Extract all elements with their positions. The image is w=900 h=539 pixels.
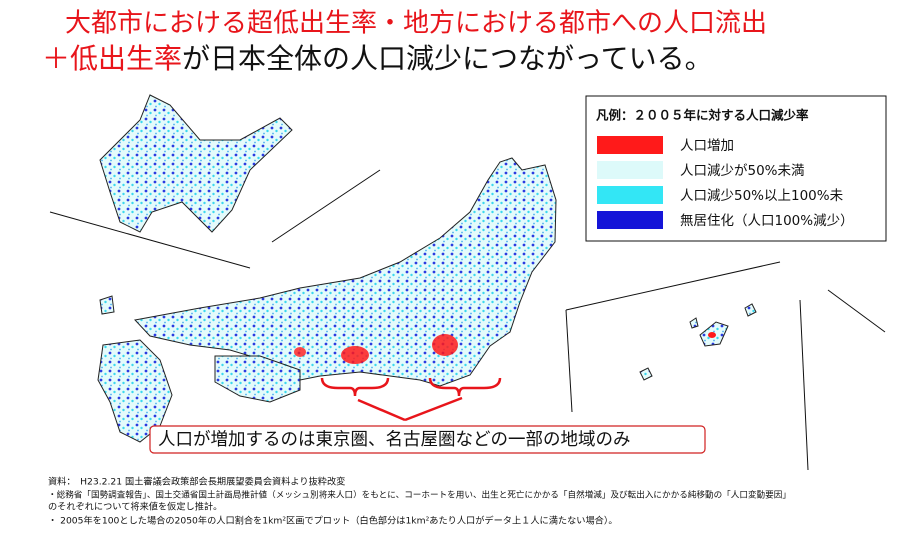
- legend-label: 人口減少が50%未満: [680, 162, 805, 179]
- callout-text: 人口が増加するのは東京圏、名古屋圏などの一部の地域のみ: [158, 430, 631, 450]
- legend-swatch: [597, 161, 663, 179]
- legend-swatch: [597, 186, 663, 204]
- source-note: ・総務省「国勢調査報告」、国土交通省国土計画局推計値（メッシュ別将来人口）をもと…: [48, 489, 791, 501]
- map-main: [97, 157, 557, 443]
- title-line1: 大都市における超低出生率・地方における都市への人口流出: [65, 9, 767, 39]
- map-okinawa: [565, 261, 886, 471]
- callout-box: [149, 425, 706, 454]
- title-line2: ＋低出生率が日本全体の人口減少につながっている。: [42, 42, 713, 75]
- source-note: のそれぞれについて将来値を仮定し推計。: [48, 501, 222, 513]
- source-note: 資料： H23.2.21 国土審議会政策部会長期展望委員会資料より抜粋改変: [48, 476, 345, 488]
- legend-label: 無居住化（人口100%減少）: [680, 212, 854, 229]
- title-highlight: ＋低出生率: [42, 42, 182, 75]
- legend-label: 人口増加: [680, 138, 734, 154]
- source-note: ・ 2005年を100とした場合の2050年の人口割合を1km²区画でプロット（…: [48, 515, 618, 527]
- legend-items: 人口増加人口減少が50%未満人口減少50%以上100%未無居住化（人口100%減…: [597, 136, 854, 229]
- map-hokkaido: [49, 94, 381, 269]
- sources: 資料： H23.2.21 国土審議会政策部会長期展望委員会資料より抜粋改変・総務…: [48, 476, 791, 527]
- legend: 凡例：２００５年に対する人口減少率 人口増加人口減少が50%未満人口減少50%以…: [585, 95, 887, 242]
- legend-title: 凡例：２００５年に対する人口減少率: [596, 108, 809, 123]
- legend-label: 人口減少50%以上100%未: [680, 187, 844, 204]
- title-rest: が日本全体の人口減少につながっている。: [182, 42, 713, 75]
- legend-swatch: [597, 136, 663, 154]
- legend-swatch: [597, 211, 663, 229]
